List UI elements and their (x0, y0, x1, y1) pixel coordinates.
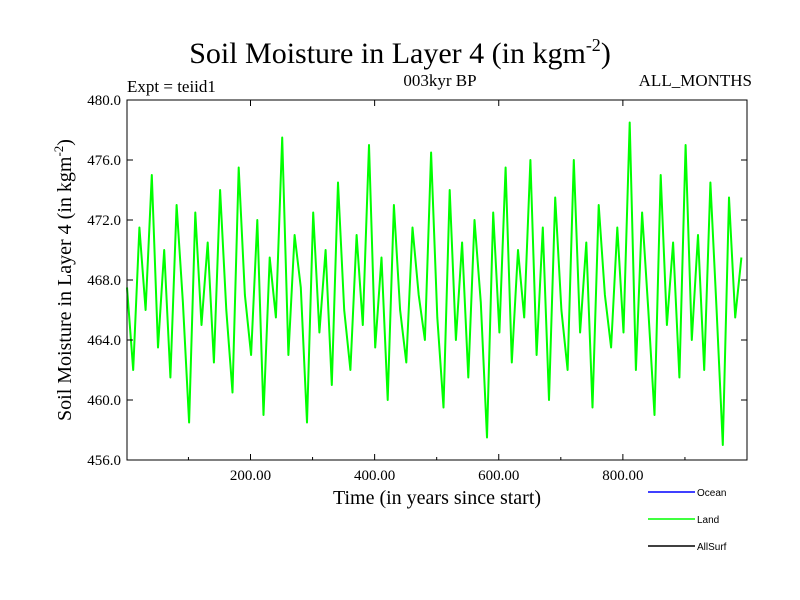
y-axis-label: Soil Moisture in Layer 4 (in kgm-2) (51, 139, 76, 421)
x-tick-label: 600.00 (478, 468, 519, 484)
x-tick-label: 400.00 (354, 468, 395, 484)
x-axis-label: Time (in years since start) (333, 487, 541, 509)
chart-title: Soil Moisture in Layer 4 (in kgm-2) (189, 35, 611, 70)
experiment-label: Expt = teiid1 (127, 77, 216, 96)
y-tick-label: 472.0 (87, 213, 121, 229)
y-tick-label: 476.0 (87, 153, 121, 169)
legend-label-land: Land (697, 515, 719, 526)
legend-label-allsurf: AllSurf (697, 542, 727, 553)
y-tick-label: 468.0 (87, 273, 121, 289)
months-label: ALL_MONTHS (639, 71, 752, 90)
x-axis-ticks: 200.00 400.00 600.00 800.00 (187, 100, 686, 484)
series-layer (126, 121, 743, 446)
legend-label-ocean: Ocean (697, 488, 726, 499)
x-tick-label: 800.00 (602, 468, 643, 484)
y-tick-label: 456.0 (87, 453, 121, 469)
x-tick-label: 200.00 (230, 468, 271, 484)
legend: Ocean Land AllSurf (648, 488, 727, 553)
y-tick-label: 464.0 (87, 333, 121, 349)
y-tick-label: 480.0 (87, 93, 121, 109)
y-axis-ticks: 456.0 460.0 464.0 468.0 472.0 476.0 480.0 (87, 93, 747, 469)
y-tick-label: 460.0 (87, 393, 121, 409)
period-label: 003kyr BP (403, 71, 476, 90)
series-line-land (126, 121, 743, 446)
